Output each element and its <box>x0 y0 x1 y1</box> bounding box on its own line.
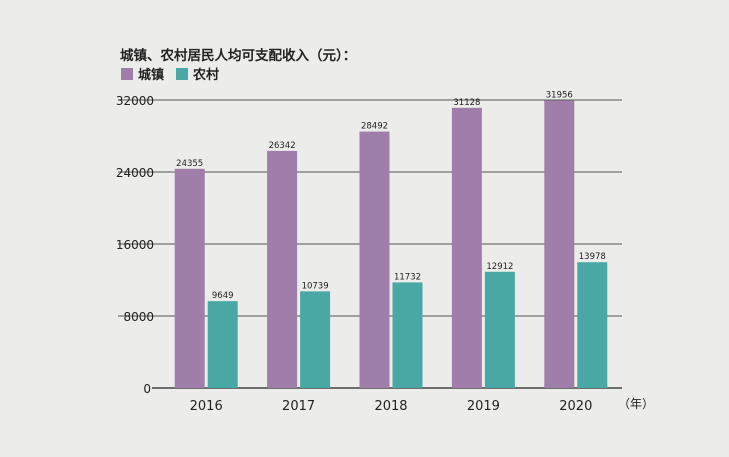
y-tick-16000: 16000 <box>116 238 154 252</box>
y-tick-24000: 24000 <box>116 166 154 180</box>
data-label-urban-2019: 31128 <box>453 98 480 108</box>
data-label-rural-2016: 9649 <box>212 291 234 301</box>
data-label-urban-2017: 26342 <box>269 141 296 151</box>
y-axis: 0 8000 16000 24000 32000 <box>116 94 154 396</box>
bar-rural-2017 <box>300 291 331 388</box>
x-unit-label: （年） <box>618 397 654 411</box>
bar-rural-2018 <box>392 282 423 388</box>
legend-label-rural: 农村 <box>192 67 219 83</box>
y-tick-8000: 8000 <box>123 310 154 324</box>
chart-title: 城镇、农村居民人均可支配收入（元）： <box>120 47 356 64</box>
bar-urban-2016 <box>174 168 205 388</box>
y-tick-32000: 32000 <box>116 94 154 108</box>
x-tick-2016: 2016 <box>190 399 223 414</box>
bar-rural-2019 <box>484 271 515 388</box>
data-label-urban-2016: 24355 <box>176 159 203 169</box>
bar-urban-2019 <box>451 107 482 389</box>
data-label-rural-2018: 11732 <box>394 272 421 282</box>
y-tick-0: 0 <box>143 382 151 396</box>
data-label-rural-2020: 13978 <box>579 252 606 262</box>
bars <box>174 100 608 389</box>
data-label-urban-2018: 28492 <box>361 122 388 132</box>
bar-urban-2020 <box>544 100 575 389</box>
x-tick-2019: 2019 <box>467 399 500 414</box>
data-label-urban-2020: 31956 <box>546 90 573 100</box>
bar-urban-2017 <box>267 150 298 388</box>
bar-urban-2018 <box>359 131 390 388</box>
bar-rural-2020 <box>577 262 608 388</box>
legend-swatch-urban <box>121 68 133 80</box>
legend-label-urban: 城镇 <box>138 67 164 83</box>
data-label-rural-2017: 10739 <box>302 281 329 291</box>
x-tick-2018: 2018 <box>374 399 407 414</box>
x-tick-2020: 2020 <box>559 399 592 414</box>
x-tick-2017: 2017 <box>282 399 315 414</box>
legend-swatch-rural <box>176 68 188 80</box>
data-labels: 24355 9649 26342 10739 28492 11732 31128 12912 3… <box>176 90 606 301</box>
data-label-rural-2019: 12912 <box>486 262 513 272</box>
bar-rural-2016 <box>207 301 238 388</box>
x-axis: 2016 2017 2018 2019 2020 <box>190 399 593 414</box>
